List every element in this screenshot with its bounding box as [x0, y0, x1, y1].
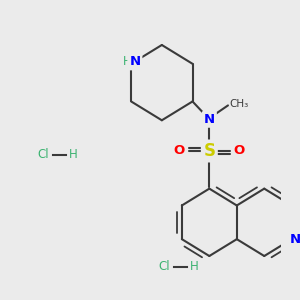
Text: N: N: [204, 113, 215, 126]
Text: H: H: [190, 260, 199, 273]
Text: H: H: [123, 55, 132, 68]
Text: O: O: [233, 145, 245, 158]
Text: Cl: Cl: [159, 260, 170, 273]
Text: H: H: [69, 148, 78, 161]
Text: O: O: [174, 145, 185, 158]
Text: CH₃: CH₃: [230, 99, 249, 110]
Text: N: N: [129, 55, 140, 68]
Text: Cl: Cl: [38, 148, 49, 161]
Text: S: S: [203, 142, 215, 160]
Text: N: N: [290, 233, 300, 246]
